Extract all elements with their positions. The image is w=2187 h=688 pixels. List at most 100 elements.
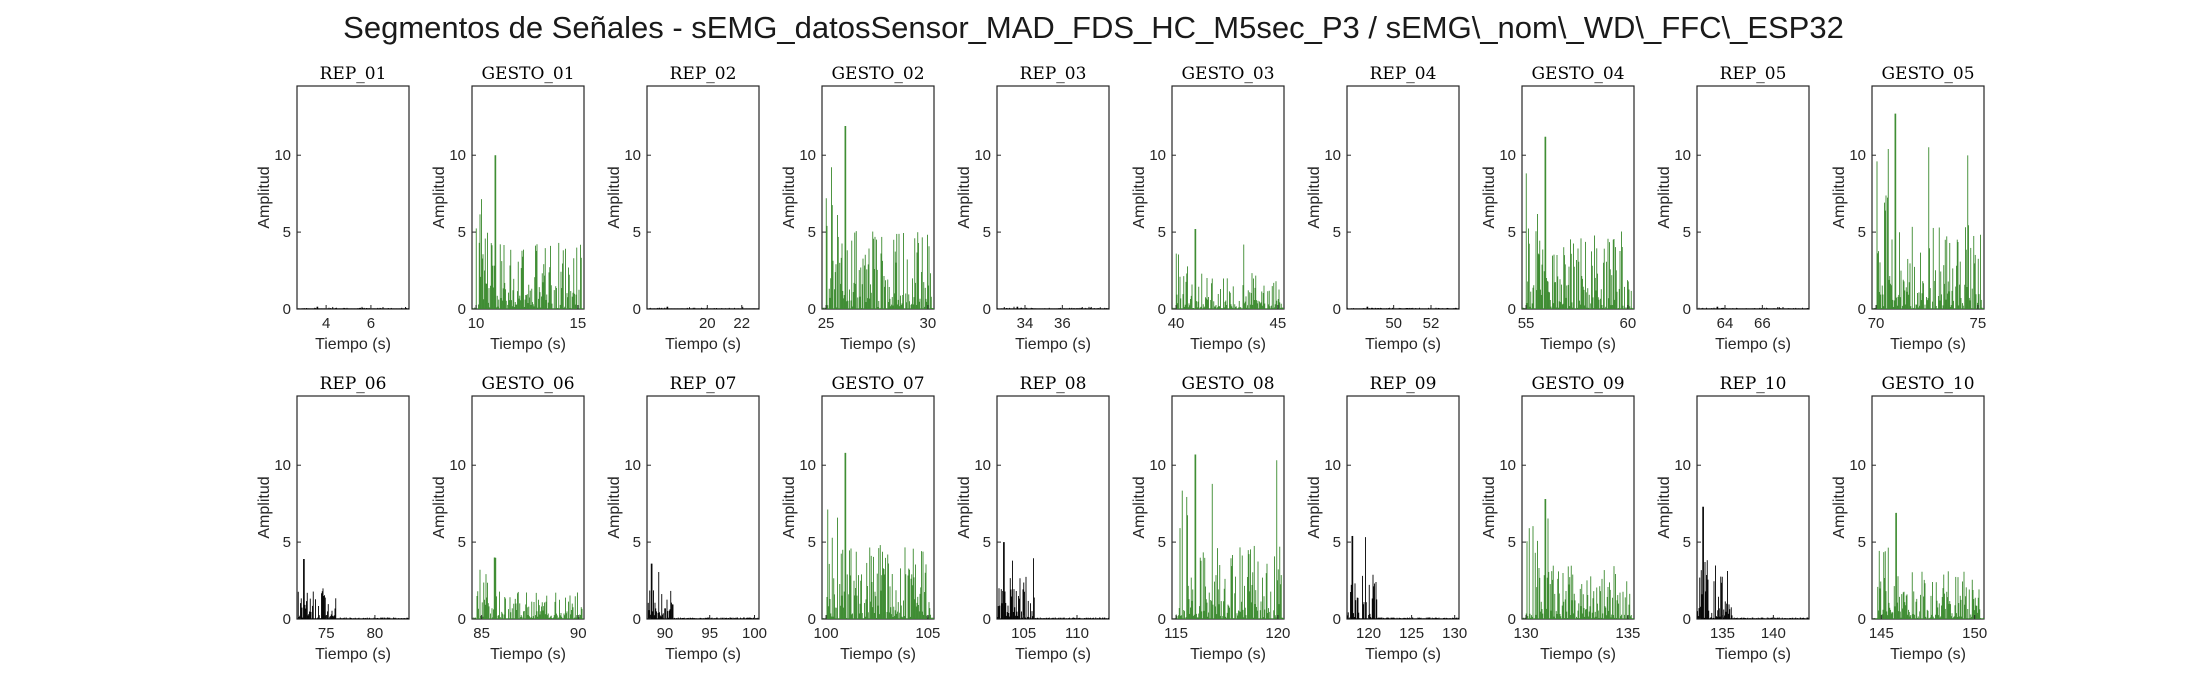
x-tick-label: 6: [367, 315, 375, 332]
x-tick-label: 25: [818, 315, 835, 332]
subplot-gesto-07: 0 5 10 100 105 GESTO_07 Tiempo (s) Amplitud: [781, 374, 940, 663]
subplot-title: REP_01: [320, 64, 387, 84]
y-tick-label: 10: [1324, 457, 1341, 474]
figure-title: Segmentos de Señales - sEMG_datosSensor_…: [343, 10, 1844, 45]
x-axis-label: Tiempo (s): [1015, 336, 1091, 353]
y-axis-label: Amplitud: [1481, 166, 1498, 228]
y-tick-label: 5: [1508, 534, 1516, 551]
x-tick-label: 80: [367, 625, 384, 642]
x-axis-label: Tiempo (s): [490, 336, 566, 353]
signal-series: [1872, 512, 1984, 619]
y-tick-label: 0: [983, 301, 991, 318]
y-tick-label: 0: [1508, 611, 1516, 628]
signal-series: [1872, 113, 1984, 309]
axes-box: [646, 85, 760, 310]
y-tick-label: 0: [1858, 611, 1866, 628]
y-axis-label: Amplitud: [1656, 166, 1673, 228]
y-axis-label: Amplitud: [956, 476, 973, 538]
y-tick-label: 10: [974, 457, 991, 474]
y-tick-label: 10: [274, 457, 291, 474]
y-axis-label: Amplitud: [1306, 166, 1323, 228]
y-axis-label: Amplitud: [256, 476, 273, 538]
x-axis-label: Tiempo (s): [1540, 336, 1616, 353]
y-tick-label: 5: [458, 534, 466, 551]
axes-box: [296, 395, 410, 620]
y-tick-label: 5: [283, 224, 291, 241]
x-tick-label: 50: [1385, 315, 1402, 332]
signal-series: [1522, 136, 1634, 309]
y-axis-label: Amplitud: [1131, 476, 1148, 538]
subplot-title: GESTO_06: [481, 374, 574, 394]
axes-box: [471, 395, 585, 620]
x-tick-label: 90: [657, 625, 674, 642]
x-axis-label: Tiempo (s): [1190, 646, 1266, 663]
x-tick-label: 10: [468, 315, 485, 332]
signal-series: [1172, 454, 1284, 619]
x-axis-label: Tiempo (s): [1365, 646, 1441, 663]
subplot-rep-08: 0 5 10 105 110 REP_08 Tiempo (s) Amplitud: [956, 374, 1110, 663]
subplot-title: GESTO_05: [1881, 64, 1974, 84]
y-axis-label: Amplitud: [956, 166, 973, 228]
axes-box: [471, 85, 585, 310]
y-tick-label: 5: [1158, 534, 1166, 551]
y-tick-label: 0: [283, 301, 291, 318]
subplot-rep-10: 0 5 10 135 140 REP_10 Tiempo (s) Amplitud: [1656, 374, 1810, 663]
y-tick-label: 0: [1683, 611, 1691, 628]
signal-series: [822, 125, 934, 309]
y-tick-label: 5: [633, 224, 641, 241]
y-tick-label: 10: [274, 147, 291, 164]
subplot-rep-09: 0 5 10 120 125 130 REP_09 Tiempo (s) Amplitud: [1306, 374, 1467, 663]
y-tick-label: 5: [458, 224, 466, 241]
y-tick-label: 5: [983, 224, 991, 241]
y-axis-label: Amplitud: [781, 476, 798, 538]
y-tick-label: 10: [1499, 457, 1516, 474]
subplot-title: GESTO_03: [1181, 64, 1274, 84]
subplot-rep-03: 0 5 10 34 36 REP_03 Tiempo (s) Amplitud: [956, 64, 1110, 353]
signal-series: [297, 559, 409, 619]
axes-box: [646, 395, 760, 620]
subplot-title: REP_06: [320, 374, 387, 394]
x-tick-label: 125: [1399, 625, 1424, 642]
y-tick-label: 0: [1158, 301, 1166, 318]
signal-series: [472, 155, 584, 309]
subplot-rep-05: 0 5 10 64 66 REP_05 Tiempo (s) Amplitud: [1656, 64, 1810, 353]
y-tick-label: 0: [633, 611, 641, 628]
x-tick-label: 85: [473, 625, 490, 642]
y-tick-label: 5: [633, 534, 641, 551]
subplot-gesto-01: 0 5 10 10 15 GESTO_01 Tiempo (s) Amplitud: [431, 64, 586, 353]
subplot-title: REP_09: [1370, 374, 1437, 394]
x-tick-label: 22: [733, 315, 750, 332]
y-axis-label: Amplitud: [606, 166, 623, 228]
y-tick-label: 10: [1149, 147, 1166, 164]
y-tick-label: 0: [1158, 611, 1166, 628]
y-axis-label: Amplitud: [1831, 476, 1848, 538]
y-tick-label: 0: [458, 301, 466, 318]
subplot-title: GESTO_09: [1531, 374, 1624, 394]
x-tick-label: 4: [322, 315, 330, 332]
subplot-gesto-03: 0 5 10 40 45 GESTO_03 Tiempo (s) Amplitud: [1131, 64, 1286, 353]
subplot-title: GESTO_02: [831, 64, 924, 84]
y-tick-label: 0: [1858, 301, 1866, 318]
y-tick-label: 10: [1674, 147, 1691, 164]
signal-series: [1172, 229, 1284, 309]
y-tick-label: 0: [458, 611, 466, 628]
subplot-title: GESTO_08: [1181, 374, 1274, 394]
y-tick-label: 5: [1858, 534, 1866, 551]
y-tick-label: 5: [983, 534, 991, 551]
y-tick-label: 10: [1324, 147, 1341, 164]
y-tick-label: 5: [1333, 224, 1341, 241]
signal-series: [647, 563, 759, 619]
x-tick-label: 115: [1164, 625, 1188, 642]
subplot-gesto-05: 0 5 10 70 75 GESTO_05 Tiempo (s) Amplitud: [1831, 64, 1986, 353]
y-axis-label: Amplitud: [1306, 476, 1323, 538]
signal-series: [1347, 306, 1459, 309]
y-axis-label: Amplitud: [1131, 166, 1148, 228]
y-tick-label: 5: [808, 224, 816, 241]
y-tick-label: 5: [283, 534, 291, 551]
y-tick-label: 10: [1149, 457, 1166, 474]
axes-box: [1871, 85, 1985, 310]
x-axis-label: Tiempo (s): [1890, 646, 1966, 663]
x-axis-label: Tiempo (s): [1890, 336, 1966, 353]
x-tick-label: 64: [1717, 315, 1734, 332]
axes-box: [996, 85, 1110, 310]
